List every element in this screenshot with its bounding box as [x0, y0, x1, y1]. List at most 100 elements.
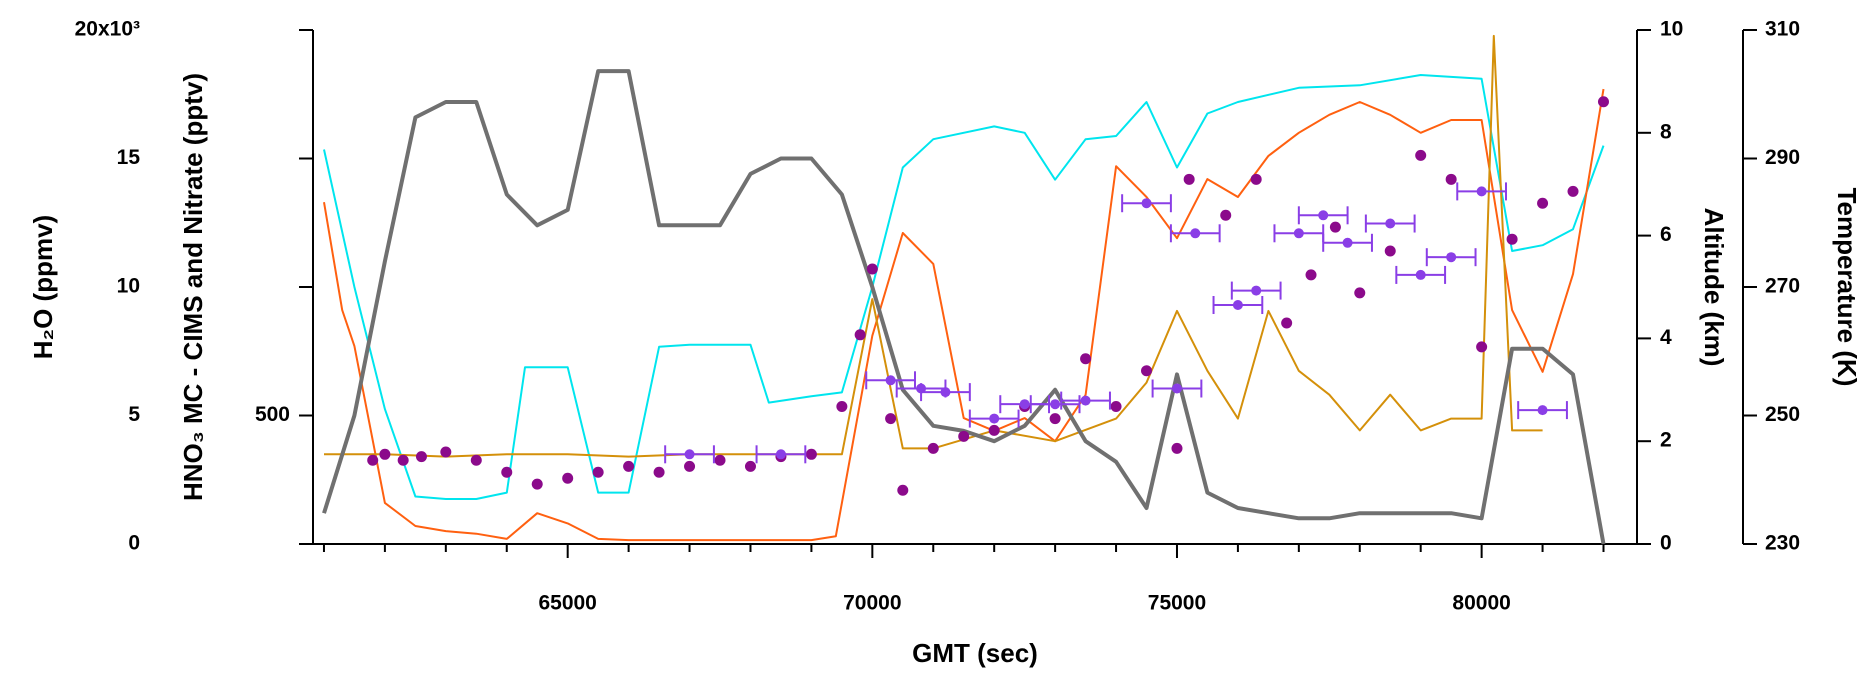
x-tick-label: 65000: [538, 592, 596, 615]
x-tick-label: 80000: [1452, 592, 1510, 615]
error-point-marker: [684, 449, 695, 460]
temperature-tick-label: 310: [1765, 18, 1800, 41]
data-point: [1476, 341, 1488, 353]
error-point-marker: [1476, 186, 1487, 197]
error-point: [1212, 295, 1264, 314]
data-point: [744, 460, 756, 472]
series-line: [324, 34, 1543, 458]
data-point: [1049, 413, 1061, 425]
error-point: [1029, 395, 1081, 414]
error-point-marker: [1318, 210, 1329, 221]
error-point: [1364, 214, 1416, 233]
data-point: [501, 466, 513, 478]
data-point: [714, 454, 726, 466]
error-point: [968, 409, 1020, 428]
data-point: [885, 413, 897, 425]
error-point-marker: [1019, 399, 1030, 410]
data-point: [1415, 149, 1427, 161]
data-point: [854, 329, 866, 341]
hno3-axis-label: HNO₃ MC - CIMS and Nitrate (pptv): [178, 73, 208, 501]
data-point: [1305, 269, 1317, 281]
error-point: [1273, 224, 1325, 243]
error-point-marker: [1446, 252, 1457, 263]
data-point: [531, 478, 543, 490]
altitude-tick-label: 4: [1660, 326, 1672, 349]
data-point: [415, 451, 427, 463]
series-line: [322, 69, 1606, 545]
h2o-tick-label: 20x10³: [75, 18, 140, 41]
hno3-tick-label: 500: [255, 403, 290, 426]
h2o-tick-label: 5: [128, 403, 140, 426]
temperature-axis-label: Temperature (K): [1832, 188, 1862, 387]
error-point-marker: [1141, 198, 1152, 209]
error-point: [1121, 194, 1172, 213]
error-point-marker: [989, 413, 1000, 424]
data-point: [623, 460, 635, 472]
series-line: [323, 88, 1605, 542]
data-point: [988, 424, 1000, 436]
data-point: [1281, 317, 1293, 329]
error-point-marker: [1385, 218, 1396, 229]
data-point: [440, 446, 452, 458]
data-point: [592, 466, 604, 478]
error-point-marker: [1415, 269, 1426, 280]
data-point: [1384, 245, 1396, 257]
data-point: [1250, 173, 1262, 185]
data-point: [1537, 197, 1549, 209]
data-point: [1183, 173, 1195, 185]
error-point: [664, 445, 715, 464]
error-point: [920, 383, 971, 402]
error-point: [1169, 224, 1221, 243]
data-point: [397, 454, 409, 466]
error-point-marker: [1251, 285, 1262, 296]
error-point-marker: [1171, 383, 1182, 394]
error-point: [755, 445, 807, 464]
data-point: [1506, 233, 1518, 245]
data-point: [866, 263, 878, 275]
data-point: [367, 454, 379, 466]
h2o-axis-label: H₂O (ppmv): [28, 215, 58, 359]
error-point: [1060, 391, 1111, 410]
error-point: [1425, 248, 1477, 267]
altitude-tick-label: 10: [1660, 18, 1683, 41]
altitude-tick-label: 6: [1660, 223, 1672, 246]
error-point: [1151, 379, 1203, 398]
data-point: [1110, 401, 1122, 413]
altitude-tick-label: 0: [1660, 532, 1672, 555]
data-point: [1567, 185, 1579, 197]
error-point-marker: [1190, 228, 1201, 239]
temperature-tick-label: 250: [1765, 403, 1800, 426]
data-point: [684, 460, 696, 472]
altitude-tick-label: 2: [1660, 429, 1672, 452]
data-point: [897, 484, 909, 496]
h2o-tick-label: 15: [117, 146, 141, 169]
temperature-tick-label: 290: [1765, 146, 1800, 169]
altitude-tick-label: 8: [1660, 120, 1672, 143]
data-point: [470, 454, 482, 466]
x-tick-label: 75000: [1148, 592, 1206, 615]
error-point-marker: [775, 449, 786, 460]
error-point: [1297, 206, 1349, 225]
data-point: [379, 448, 391, 460]
data-point: [805, 448, 817, 460]
error-point: [1517, 401, 1568, 420]
error-point-marker: [940, 387, 951, 398]
error-point: [1230, 281, 1282, 300]
data-point: [1445, 173, 1457, 185]
data-point: [1597, 96, 1609, 108]
error-point-marker: [1537, 405, 1548, 416]
data-point: [836, 401, 848, 413]
data-point: [927, 442, 939, 454]
temperature-tick-label: 270: [1765, 275, 1800, 298]
error-point-marker: [885, 375, 896, 386]
error-point-marker: [1050, 399, 1061, 410]
data-point: [562, 472, 574, 484]
error-point: [1322, 233, 1373, 252]
error-point: [1456, 182, 1508, 201]
data-point: [1171, 442, 1183, 454]
error-point-marker: [1232, 299, 1243, 310]
altitude-axis-label: Altitude (km): [1699, 208, 1729, 367]
data-point: [1329, 221, 1341, 233]
data-point: [958, 430, 970, 442]
